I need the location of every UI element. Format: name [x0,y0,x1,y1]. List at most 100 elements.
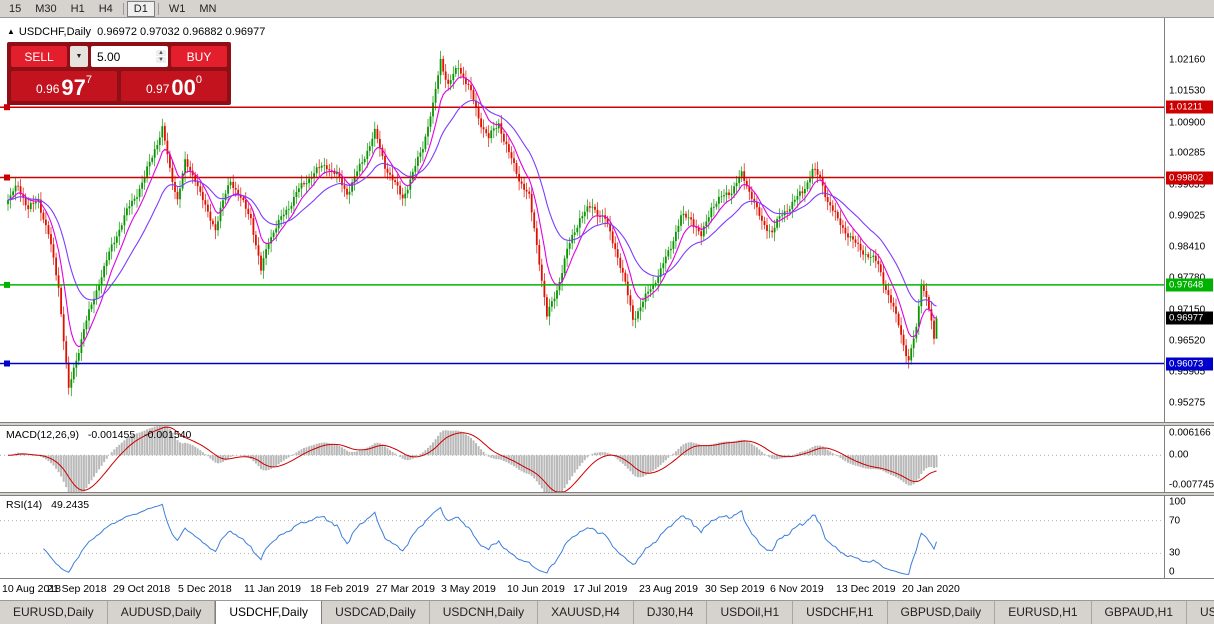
rsi-value: 49.2435 [51,499,90,511]
chart-tab-gbpaud-h1[interactable]: GBPAUD,H1 [1092,601,1188,624]
chart-tab-usd[interactable]: USD [1187,601,1214,624]
indicator-axis-tick: 0 [1169,566,1175,578]
sell-price-button[interactable]: 0.96 97 7 [11,71,117,101]
rsi-chart [0,503,1164,575]
level-price-tag[interactable]: 0.96073 [1166,357,1213,370]
line-handle[interactable] [4,281,10,288]
buy-price-prefix: 0.97 [146,82,170,96]
date-axis-label: 11 Jan 2019 [244,583,302,595]
collapse-arrow-icon[interactable]: ▲ [7,27,15,36]
pane-splitter[interactable] [0,492,1214,496]
buy-price-pipette: 0 [195,74,202,86]
toolbar-separator [157,2,159,15]
line-handle[interactable] [4,174,10,181]
buy-price-button[interactable]: 0.97 00 0 [121,71,227,101]
price-axis-tick: 0.97150 [1169,304,1206,316]
level-price-tag[interactable]: 1.01211 [1166,100,1213,114]
indicator-axis-tick: 100 [1169,496,1186,508]
price-axis-tick: 1.02160 [1169,54,1206,66]
date-axis-label: 29 Oct 2018 [113,583,171,595]
indicator-axis-tick: 70 [1169,515,1181,527]
price-axis-tick: 0.96520 [1169,335,1206,347]
level-price-tag[interactable]: 0.99802 [1166,171,1213,184]
timeframe-button-m30[interactable]: M30 [35,2,57,15]
chart-symbol-label: USDCHF,Daily [18,26,92,38]
chart-tab-gbpusd-daily[interactable]: GBPUSD,Daily [888,601,996,624]
chart-tab-usdcnh-daily[interactable]: USDCNH,Daily [430,601,539,624]
date-axis-label: 5 Dec 2018 [178,583,232,595]
macd-main-value: -0.001455 [87,429,136,441]
price-axis-tick: 1.01530 [1169,85,1206,97]
price-axis: 1.02160 1.01530 1.00900 1.00285 0.99655 0.990… [1164,18,1214,422]
chart-tab-usdchf-h1[interactable]: USDCHF,H1 [793,601,888,624]
chart-tab-usdchf-daily[interactable]: USDCHF,Daily [215,601,323,624]
volume-field[interactable]: 5.00 ▲ ▼ [91,46,168,67]
date-axis-label: 21 Sep 2018 [47,583,107,595]
volume-value[interactable]: 5.00 [97,49,121,64]
rsi-name: RSI(14) [6,499,43,511]
chart-tab-audusd-daily[interactable]: AUDUSD,Daily [108,601,216,624]
buy-price-big-digits: 00 [171,75,196,100]
level-price-tag[interactable]: 0.97648 [1166,278,1213,292]
chart-title: ▲ USDCHF,Daily 0.96972 0.97032 0.96882 0.… [7,26,265,38]
toolbar-separator [122,2,124,15]
timeframe-button-h1[interactable]: H1 [70,2,85,15]
macd-chart [0,426,1164,492]
date-axis-label: 17 Jul 2019 [573,583,628,595]
line-handle[interactable] [4,360,10,367]
sell-button[interactable]: SELL [11,46,67,67]
date-axis-label: 13 Dec 2019 [836,583,896,595]
date-axis-label: 18 Feb 2019 [310,583,369,595]
up-candle-bodies [7,58,938,388]
macd-signal-value: -0.001540 [144,429,192,441]
macd-name: MACD(12,26,9) [6,429,79,441]
rsi-line [43,503,937,575]
date-axis-label: 20 Jan 2020 [902,583,960,595]
rsi-pane[interactable]: RSI(14) 49.2435 [0,496,1164,578]
volume-dropdown-button[interactable]: ▼ [70,46,88,67]
sell-price-big-digits: 97 [61,75,86,100]
chart-ohlc-values: 0.96972 0.97032 0.96882 0.96977 [97,26,266,38]
macd-label: MACD(12,26,9) -0.001455 -0.001540 [6,429,191,441]
chart-tab-xauusd-h4[interactable]: XAUUSD,H4 [538,601,634,624]
price-axis-tick: 0.99025 [1169,210,1206,222]
chart-tab-eurusd-h1[interactable]: EURUSD,H1 [995,601,1092,624]
current-price-tag: 0.96977 [1166,311,1213,325]
timeframe-button-w1[interactable]: W1 [168,2,186,15]
chart-tab-usdcad-daily[interactable]: USDCAD,Daily [322,601,430,624]
chart-tab-dj30-h4[interactable]: DJ30,H4 [634,601,708,624]
volume-decrease-button[interactable]: ▼ [156,57,166,63]
timeframe-button-h4[interactable]: H4 [98,2,113,15]
macd-signal-line [7,426,937,492]
candlestick-chart[interactable] [0,18,1164,422]
sell-price-prefix: 0.96 [36,82,60,96]
chart-tab-eurusd-daily[interactable]: EURUSD,Daily [0,601,108,624]
pane-splitter[interactable] [0,422,1214,426]
rsi-axis: 100 70 30 0 [1164,496,1214,578]
timeframe-toolbar: 15 M30 H1 H4 D1 W1 MN [0,0,1214,18]
date-axis-label: 10 Aug 2018 [2,583,61,595]
indicator-axis-tick: 30 [1169,547,1181,559]
macd-pane[interactable]: MACD(12,26,9) -0.001455 -0.001540 [0,426,1164,492]
date-axis-label: 10 Jun 2019 [507,583,565,595]
sell-price-pipette: 7 [85,74,92,86]
price-axis-tick: 1.00900 [1169,117,1206,129]
indicator-axis-tick: 0.00 [1169,449,1189,461]
price-axis-tick: 0.95275 [1169,397,1206,409]
timeframe-button-15[interactable]: 15 [9,2,22,15]
date-axis-label: 30 Sep 2019 [705,583,765,595]
buy-button[interactable]: BUY [171,46,227,67]
line-handle[interactable] [4,104,10,111]
price-chart-pane[interactable]: ▲ USDCHF,Daily 0.96972 0.97032 0.96882 0.… [0,18,1164,422]
price-axis-tick: 0.99655 [1169,179,1206,191]
price-axis-tick: 0.98410 [1169,241,1206,253]
timeframe-button-d1[interactable]: D1 [126,0,155,17]
moving-average-24 [7,99,937,307]
chart-window: ▲ USDCHF,Daily 0.96972 0.97032 0.96882 0.… [0,18,1214,600]
chevron-down-icon: ▼ [75,53,83,60]
chart-tab-usdoil-h1[interactable]: USDOil,H1 [707,601,794,624]
volume-increase-button[interactable]: ▲ [156,50,166,56]
timeframe-button-mn[interactable]: MN [199,2,217,15]
date-axis-label: 27 Mar 2019 [376,583,435,595]
indicator-axis-tick: 0.006166 [1169,427,1211,439]
